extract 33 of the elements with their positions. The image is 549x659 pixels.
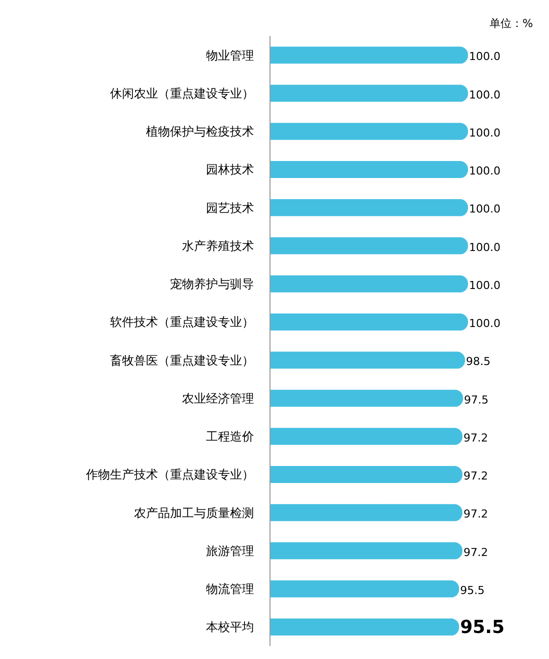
y-tick-label: 植物保护与检疫技术 — [146, 124, 254, 139]
y-tick-label: 旅游管理 — [206, 544, 254, 558]
data-label: 100.0 — [469, 202, 500, 216]
y-tick-label: 休闲农业（重点建设专业） — [110, 86, 254, 100]
y-tick-label: 工程造价 — [206, 430, 254, 444]
data-label: 100.0 — [469, 317, 500, 330]
data-label: 97.2 — [463, 431, 488, 444]
data-label: 100.0 — [469, 126, 500, 140]
data-label: 100.0 — [469, 88, 500, 102]
data-label: 97.2 — [463, 508, 488, 521]
data-label: 97.2 — [463, 546, 488, 559]
text: 单位：% — [490, 16, 533, 31]
data-label: 95.5 — [460, 584, 485, 597]
y-tick-label: 物流管理 — [206, 582, 254, 596]
y-tick-label: 水产养殖技术 — [182, 238, 254, 253]
y-tick-label: 农产品加工与质量检测 — [134, 506, 254, 520]
data-label: 100.0 — [469, 50, 500, 64]
data-label: 97.5 — [464, 393, 489, 406]
data-label: 98.5 — [466, 355, 491, 368]
y-tick-label: 软件技术（重点建设专业） — [110, 315, 254, 330]
data-label: 100.0 — [469, 240, 500, 254]
data-label: 95.5 — [460, 617, 505, 638]
y-tick-label: 物业管理 — [206, 48, 254, 62]
y-tick-label: 宠物养护与驯导 — [170, 277, 254, 292]
data-label: 100.0 — [469, 164, 500, 178]
y-tick-label: 园艺技术 — [206, 200, 254, 215]
data-label: 100.0 — [469, 278, 500, 292]
data-label: 97.2 — [463, 470, 488, 483]
y-tick-label: 本校平均 — [206, 620, 254, 634]
y-tick-label: 畜牧兽医（重点建设专业） — [110, 353, 254, 368]
y-tick-label: 园林技术 — [206, 162, 254, 177]
y-tick-label: 农业经济管理 — [182, 391, 254, 406]
y-tick-label: 作物生产技术（重点建设专业） — [85, 468, 254, 482]
